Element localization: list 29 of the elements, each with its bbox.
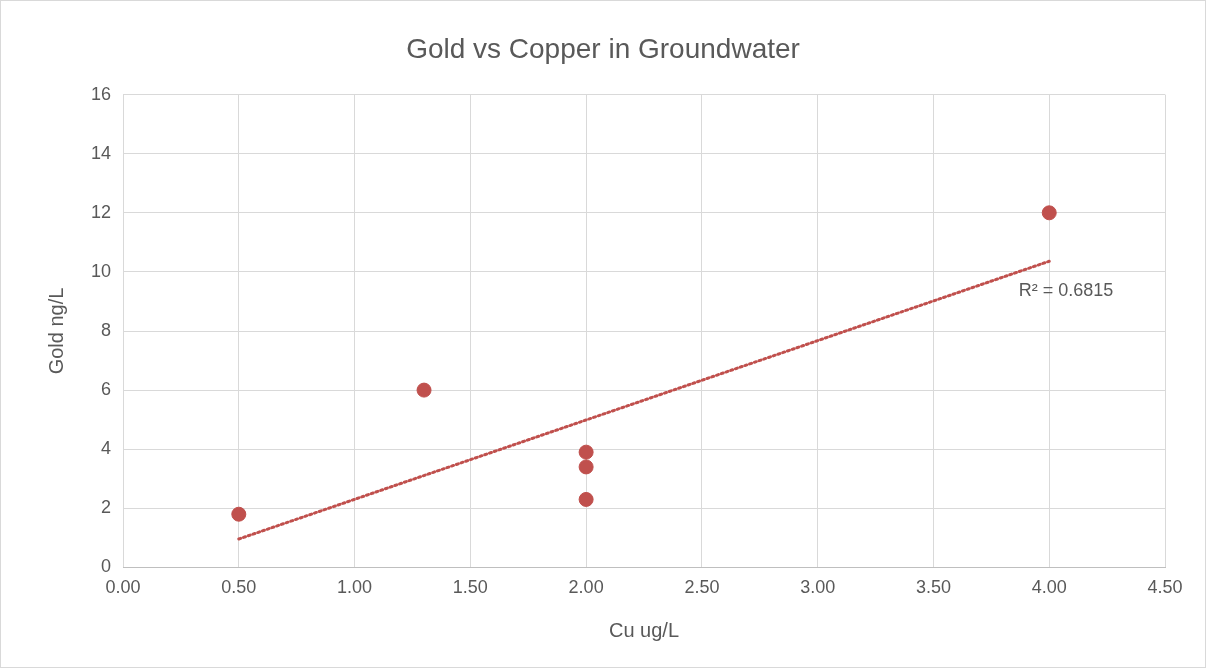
annotation: R² = 0.6815: [1018, 279, 1114, 300]
x-tick-label: 2.50: [684, 577, 720, 598]
point: [578, 491, 594, 507]
point: [578, 444, 594, 460]
x-tick-label: 2.00: [568, 577, 604, 598]
y-tick-label: 0: [101, 556, 112, 577]
y-tick-label: 4: [101, 438, 112, 459]
point: [1041, 205, 1057, 221]
x-tick-label: 1.00: [337, 577, 373, 598]
x-tick-label: 0.00: [105, 577, 141, 598]
y-tick-label: 2: [101, 497, 112, 518]
y-tick-label: 14: [90, 142, 112, 163]
y-axis-title: Gold ng/L: [44, 287, 67, 375]
chart-title: Gold vs Copper in Groundwater: [406, 32, 800, 64]
x-tick-label: 1.50: [452, 577, 488, 598]
point: [416, 382, 432, 398]
x-tick-label: 4.00: [1031, 577, 1067, 598]
x-axis-title: Cu ug/L: [608, 618, 680, 641]
x-tick-label: 3.50: [915, 577, 951, 598]
point: [231, 506, 247, 522]
y-tick-label: 12: [90, 201, 112, 222]
point: [578, 459, 594, 475]
y-tick-label: 10: [90, 260, 112, 281]
y-tick-label: 8: [101, 319, 112, 340]
y-tick-label: 6: [101, 379, 112, 400]
x-tick-label: 4.50: [1147, 577, 1183, 598]
x-tick-label: 3.00: [800, 577, 836, 598]
y-tick-label: 16: [90, 83, 112, 104]
x-tick-label: 0.50: [221, 577, 257, 598]
